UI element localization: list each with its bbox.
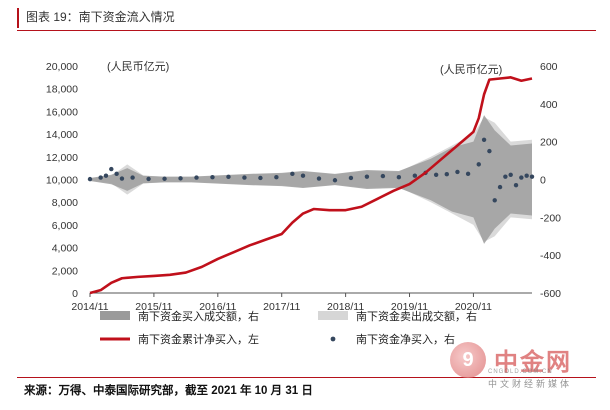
net-buy-point xyxy=(380,173,386,179)
right-axis-tick-label: -200 xyxy=(540,212,561,224)
legend-item-cum: 南下资金累计净买入，左 xyxy=(100,332,259,346)
net-buy-point xyxy=(98,175,103,180)
buy-volume-band xyxy=(90,115,532,244)
x-axis-tick-label: 2018/11 xyxy=(327,301,364,313)
net-buy-point xyxy=(103,173,109,178)
net-buy-point xyxy=(242,175,247,180)
net-buy-point xyxy=(508,172,513,177)
net-buy-point xyxy=(258,175,263,181)
chart-axes xyxy=(89,292,532,297)
net-buy-point xyxy=(109,166,114,172)
net-buy-point xyxy=(487,148,492,154)
watermark-url: CNGOLD.COM.CN xyxy=(488,369,553,375)
net-buy-point xyxy=(332,178,338,183)
legend-item-buy: 南下资金买入成交额，右 xyxy=(100,309,259,323)
net-buy-point xyxy=(162,176,167,181)
net-buy-point xyxy=(513,182,519,188)
x-axis-tick-label: 2016/11 xyxy=(199,301,236,313)
title-accent-bar xyxy=(17,8,19,28)
net-buy-point xyxy=(290,171,295,177)
net-buy-point xyxy=(433,172,439,177)
net-buy-point xyxy=(194,175,199,180)
x-axis-tick-label: 2015/11 xyxy=(135,301,172,313)
left-axis-tick-label: 8,000 xyxy=(52,197,78,209)
net-buy-point xyxy=(529,174,535,179)
net-buy-point xyxy=(119,176,125,181)
figure-title: 图表 19：南下资金流入情况 xyxy=(26,10,175,24)
right-axis-tick-label: 400 xyxy=(540,99,558,111)
left-axis-tick-label: 2,000 xyxy=(52,265,78,277)
net-buy-point xyxy=(274,175,279,180)
net-buy-point xyxy=(146,176,151,182)
left-axis-tick-label: 20,000 xyxy=(46,61,78,73)
left-axis-tick-label: 18,000 xyxy=(46,84,78,96)
cumulative-line xyxy=(89,76,533,295)
net-buy-point xyxy=(497,184,503,190)
left-axis-tick-label: 10,000 xyxy=(46,175,78,187)
watermark-emblem-icon: 9 xyxy=(450,342,486,378)
net-buy-point xyxy=(316,176,322,181)
right-axis-tick-label: 0 xyxy=(540,175,546,187)
net-buy-point xyxy=(524,173,529,178)
x-axis-tick-label: 2019/11 xyxy=(391,301,428,313)
legend-swatch-net xyxy=(330,336,336,342)
net-buy-dots xyxy=(87,137,535,203)
net-buy-point xyxy=(476,162,481,167)
legend-item-net: 南下资金净买入，右 xyxy=(330,332,455,346)
title-divider xyxy=(17,30,596,31)
left-axis-unit: (人民币亿元) xyxy=(107,60,169,73)
legend-swatch-buy xyxy=(100,311,130,320)
left-axis-tick-label: 4,000 xyxy=(52,243,78,255)
watermark-subtitle: 中文财经新媒体 xyxy=(488,379,573,389)
footer-divider xyxy=(17,377,596,378)
right-axis-tick-label: -400 xyxy=(540,250,561,262)
left-axis-tick-label: 6,000 xyxy=(52,220,78,232)
right-axis-unit: (人民币亿元) xyxy=(440,63,502,76)
net-buy-point xyxy=(87,176,93,182)
net-buy-point xyxy=(130,175,135,180)
right-axis-tick-label: 200 xyxy=(540,137,558,149)
watermark-glyph: 9 xyxy=(462,349,474,371)
axis-tick-labels: 0 2,000 4,000 6,000 8,000 10,000 12,000 14,000 1… xyxy=(46,61,561,313)
buy-volume-area xyxy=(90,115,532,244)
watermark-name: 中金网 xyxy=(494,349,572,376)
net-buy-point xyxy=(465,171,471,177)
left-axis-tick-label: 0 xyxy=(72,288,78,300)
right-axis-tick-label: 600 xyxy=(540,61,558,73)
left-axis-tick-label: 12,000 xyxy=(46,152,78,164)
net-buy-point xyxy=(114,171,119,177)
legend-label: 南下资金卖出成交额，右 xyxy=(356,309,477,323)
left-axis-tick-label: 16,000 xyxy=(46,106,78,118)
watermark-logo: 9 中金网 CNGOLD.COM.CN 中文财经新媒体 xyxy=(450,342,598,390)
net-buy-point xyxy=(481,137,487,142)
x-axis-tick-label: 2020/11 xyxy=(455,301,492,313)
source-note: 来源：万得、中泰国际研究部，截至 2021 年 10 月 31 日 xyxy=(24,385,313,397)
legend-swatch-sell xyxy=(318,311,348,320)
net-buy-point xyxy=(455,169,460,175)
net-buy-point xyxy=(300,173,306,178)
net-buy-point xyxy=(178,176,183,181)
x-axis-tick-label: 2017/11 xyxy=(263,301,300,313)
net-buy-point xyxy=(364,174,370,179)
net-buy-point xyxy=(348,175,354,181)
net-buy-point xyxy=(412,173,418,178)
cumulative-net-buy-line xyxy=(89,76,533,295)
x-axis-tick-label: 2014/11 xyxy=(71,301,108,313)
legend-label: 南下资金累计净买入，左 xyxy=(138,332,259,346)
net-buy-point xyxy=(444,172,449,177)
legend-label: 南下资金净买入，右 xyxy=(356,332,455,346)
right-axis-tick-label: -600 xyxy=(540,288,561,300)
net-buy-point xyxy=(519,175,524,180)
net-buy-point xyxy=(226,174,231,180)
net-buy-point xyxy=(210,175,215,180)
net-buy-point xyxy=(492,198,497,203)
legend-label: 南下资金买入成交额，右 xyxy=(138,309,259,323)
net-buy-point xyxy=(503,174,508,179)
net-buy-point xyxy=(396,175,402,180)
legend-item-sell: 南下资金卖出成交额，右 xyxy=(318,309,477,323)
left-axis-tick-label: 14,000 xyxy=(46,129,78,141)
